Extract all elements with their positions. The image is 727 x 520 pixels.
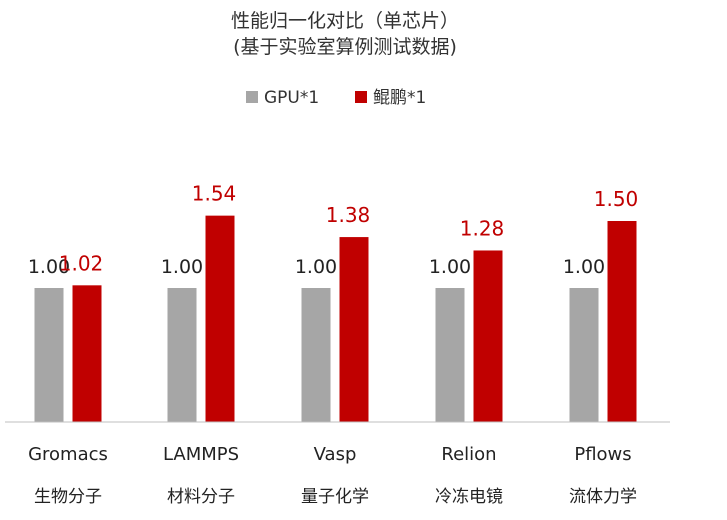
legend-swatch-gpu [246, 91, 258, 103]
x-tick-sublabel-relion: 冷冻电镜 [435, 487, 503, 507]
data-label-kunpeng-gromacs: 1.02 [59, 251, 104, 275]
x-tick-sublabel-pflows: 流体力学 [569, 487, 637, 507]
bar-gpu-pflows [569, 288, 599, 422]
legend-label-kunpeng: 鲲鹏*1 [373, 88, 426, 108]
bar-gpu-relion [435, 288, 465, 422]
bar-gpu-gromacs [34, 288, 64, 422]
data-label-gpu-relion: 1.00 [429, 256, 471, 278]
x-tick-label-relion: Relion [441, 444, 496, 465]
data-label-kunpeng-pflows: 1.50 [594, 187, 639, 211]
bar-kunpeng-relion [473, 250, 503, 422]
data-label-kunpeng-vasp: 1.38 [326, 203, 371, 227]
data-label-gpu-gromacs: 1.00 [28, 256, 70, 278]
x-tick-sublabel-lammps: 材料分子 [167, 487, 235, 507]
chart-subtitle: (基于实验室算例测试数据) [233, 36, 457, 58]
bar-gpu-vasp [301, 288, 331, 422]
bar-gpu-lammps [167, 288, 197, 422]
x-tick-label-gromacs: Gromacs [28, 444, 108, 465]
x-tick-label-lammps: LAMMPS [163, 444, 239, 465]
bar-kunpeng-pflows [607, 221, 637, 422]
legend-label-gpu: GPU*1 [264, 88, 319, 108]
x-tick-label-pflows: Pflows [574, 444, 631, 465]
legend-swatch-kunpeng [355, 91, 367, 103]
data-label-gpu-lammps: 1.00 [161, 256, 203, 278]
x-tick-sublabel-gromacs: 生物分子 [34, 487, 102, 507]
x-tick-sublabel-vasp: 量子化学 [301, 487, 369, 507]
bar-kunpeng-gromacs [72, 285, 102, 422]
x-tick-label-vasp: Vasp [314, 444, 357, 465]
bar-kunpeng-vasp [339, 237, 369, 422]
data-label-kunpeng-lammps: 1.54 [192, 182, 237, 206]
bar-kunpeng-lammps [205, 215, 235, 422]
plot-area: 1.001.02Gromacs生物分子1.001.54LAMMPS材料分子1.0… [28, 182, 638, 507]
data-label-gpu-vasp: 1.00 [295, 256, 337, 278]
data-label-kunpeng-relion: 1.28 [460, 216, 505, 240]
data-label-gpu-pflows: 1.00 [563, 256, 605, 278]
chart-title: 性能归一化对比（单芯片） [231, 10, 459, 32]
legend: GPU*1 鲲鹏*1 [246, 88, 426, 108]
